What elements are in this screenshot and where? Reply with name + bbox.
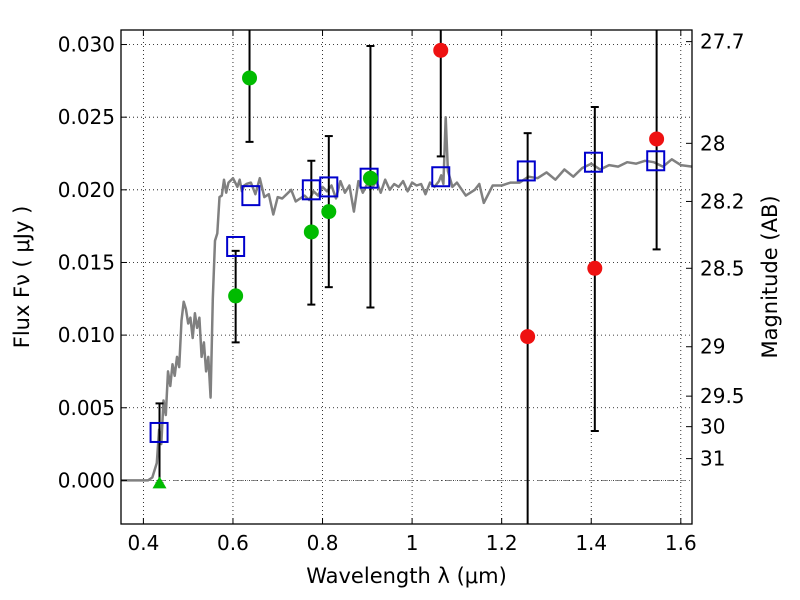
x-tick-label: 0.8 xyxy=(307,531,339,555)
tick-labels: 0.4 0.6 0.8 1 1.2 1.4 1.6 0.000 0.005 0.010 0.015 0… xyxy=(58,30,745,555)
x-tick-label: 0.4 xyxy=(127,531,159,555)
photometry-point xyxy=(362,170,378,186)
photometry-point xyxy=(587,260,603,276)
model-spectrum-layer xyxy=(121,115,693,482)
model-photometry-box xyxy=(149,421,169,443)
y-tick-label: 0.025 xyxy=(58,105,115,129)
photometry-point xyxy=(649,131,665,147)
y2-tick-label: 28.5 xyxy=(700,256,745,280)
y2-axis-label: Magnitude (AB) xyxy=(758,195,782,358)
photometry-point xyxy=(433,42,449,58)
grid xyxy=(121,30,692,524)
photometry-point xyxy=(242,70,258,86)
model-photometry-box xyxy=(431,166,451,188)
model-spectrum-line xyxy=(121,115,693,482)
photometry-point xyxy=(321,204,337,220)
y-tick-label: 0.020 xyxy=(58,178,115,202)
y-tick-label: 0.010 xyxy=(58,323,115,347)
y-tick-label: 0.015 xyxy=(58,250,115,274)
observed-photometry-layer xyxy=(152,42,665,489)
model-photometry-box xyxy=(319,176,339,198)
model-photometry-box xyxy=(241,185,261,207)
x-tick-label: 1.6 xyxy=(665,531,697,555)
y2-tick-label: 28.2 xyxy=(700,189,745,213)
y2-tick-label: 31 xyxy=(700,447,725,471)
ticks xyxy=(121,30,692,524)
x-tick-label: 1 xyxy=(406,531,419,555)
y2-tick-label: 29 xyxy=(700,335,725,359)
photometry-point xyxy=(228,288,244,304)
x-axis-label: Wavelength λ (μm) xyxy=(306,564,507,588)
y2-tick-label: 29.5 xyxy=(700,384,745,408)
photometry-point xyxy=(520,329,536,345)
model-photometry-box xyxy=(516,160,536,182)
y-tick-label: 0.005 xyxy=(58,396,115,420)
y-tick-label: 0.000 xyxy=(58,468,115,492)
y-tick-label: 0.030 xyxy=(58,33,115,57)
model-photometry-box xyxy=(646,150,666,172)
y2-tick-label: 27.7 xyxy=(700,30,745,54)
x-tick-label: 1.4 xyxy=(575,531,607,555)
y2-tick-label: 30 xyxy=(700,415,725,439)
upper-limit-point xyxy=(152,476,167,489)
model-photometry-box xyxy=(226,235,246,257)
x-tick-label: 1.2 xyxy=(486,531,518,555)
model-photometry-box xyxy=(583,151,603,173)
photometry-point xyxy=(303,224,319,240)
y-axis-label: Flux Fν ( μJy ) xyxy=(10,206,34,349)
x-tick-label: 0.6 xyxy=(217,531,249,555)
plot-frame xyxy=(120,29,693,525)
y2-tick-label: 28 xyxy=(700,131,725,155)
model-photometry-layer xyxy=(149,150,666,443)
